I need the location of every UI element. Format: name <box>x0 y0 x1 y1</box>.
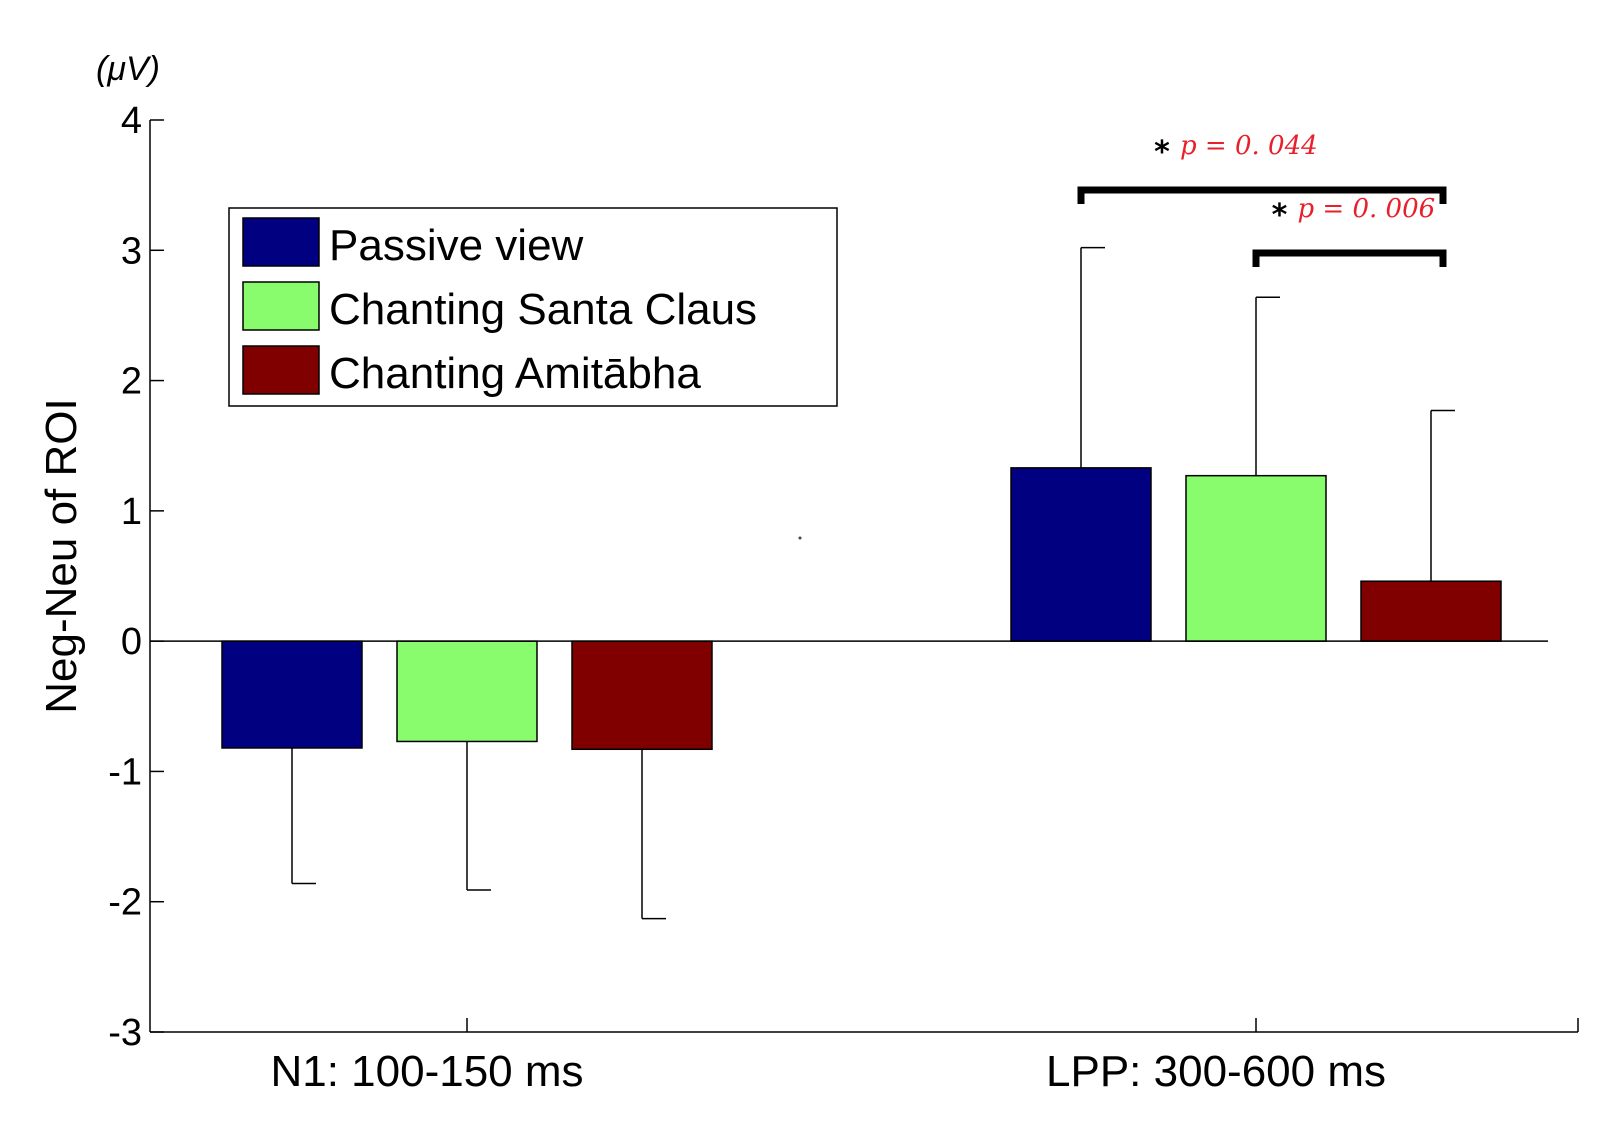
bar <box>1360 580 1502 642</box>
bars <box>221 467 1502 751</box>
bar <box>221 640 363 749</box>
significance-bracket <box>1252 249 1447 267</box>
legend-swatch <box>242 217 320 267</box>
y-tick-label: 3 <box>121 230 142 272</box>
legend-box <box>228 207 838 407</box>
y-tick-label: 1 <box>121 491 142 533</box>
bar <box>1010 467 1152 642</box>
p-value-label: p = 0. 006 <box>1298 194 1436 224</box>
bar <box>396 640 538 743</box>
legend-swatch <box>242 281 320 331</box>
y-tick-label: -1 <box>108 751 142 793</box>
stray-dot <box>798 536 802 540</box>
significance-annotations: * p = 0. 044 * p = 0. 006 <box>1077 131 1447 267</box>
axes: -3 -2 -1 0 1 2 3 4 <box>108 100 1579 1054</box>
p-value-label: p = 0. 044 <box>1180 131 1318 161</box>
x-category-label: LPP: 300-600 ms <box>1046 1047 1386 1096</box>
x-category-label: N1: 100-150 ms <box>270 1047 583 1096</box>
bar <box>1185 474 1327 642</box>
y-unit-label: (μV) <box>96 50 160 88</box>
y-tick-label: 2 <box>121 361 142 403</box>
bar <box>571 640 713 751</box>
legend-swatch <box>242 345 320 395</box>
significance-bracket <box>1077 186 1447 204</box>
error-bars <box>291 246 1455 920</box>
significance-star: * <box>1154 135 1170 170</box>
legend-label: Chanting Amitābha <box>329 349 701 398</box>
significance-star: * <box>1272 198 1288 233</box>
y-tick-label: 0 <box>121 621 142 663</box>
y-tick-label: -2 <box>108 882 142 924</box>
y-axis-title: Neg-Neu of ROI <box>37 398 86 713</box>
y-tick-label: -3 <box>108 1012 142 1054</box>
y-tick-label: 4 <box>121 100 142 142</box>
legend-label: Passive view <box>329 221 584 270</box>
labels: N1: 100-150 ms LPP: 300-600 ms (μV) Neg-Neu… <box>37 50 1386 1096</box>
legend-label: Chanting Santa Claus <box>329 285 757 334</box>
legend: Passive view Chanting Santa Claus Chanting… <box>228 207 838 407</box>
